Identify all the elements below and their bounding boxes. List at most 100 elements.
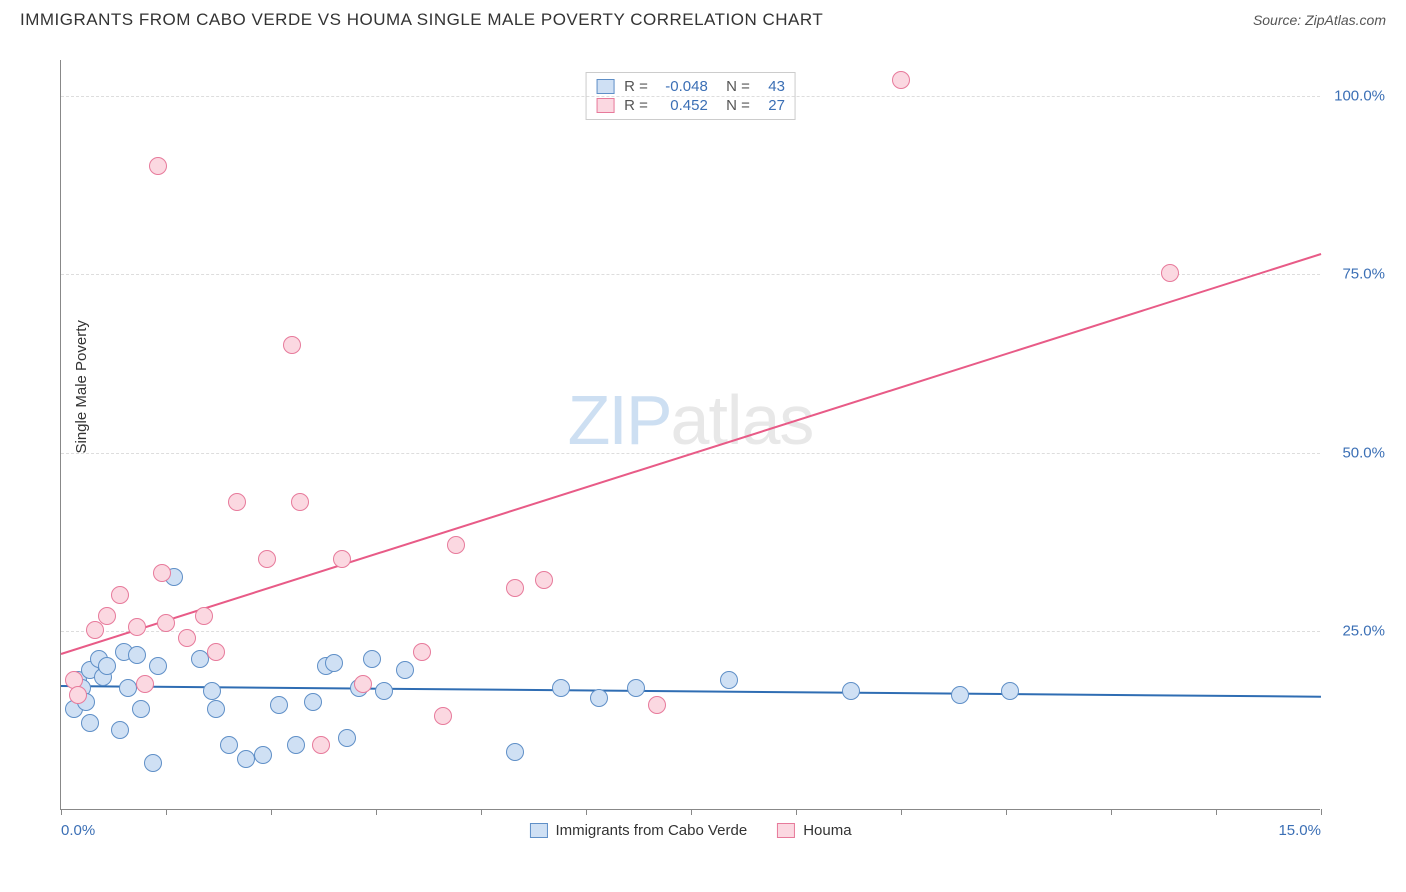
scatter-point — [506, 743, 524, 761]
gridline — [61, 631, 1320, 632]
scatter-point — [178, 629, 196, 647]
trend-line — [61, 253, 1322, 655]
trend-line — [61, 685, 1321, 698]
scatter-point — [1001, 682, 1019, 700]
scatter-point — [283, 336, 301, 354]
y-tick-label: 50.0% — [1342, 444, 1385, 461]
scatter-point — [312, 736, 330, 754]
x-tick — [481, 809, 482, 815]
scatter-point — [1161, 264, 1179, 282]
x-tick — [1006, 809, 1007, 815]
plot-area: ZIPatlas R = -0.048 N = 43 R = 0.452 N =… — [60, 60, 1320, 810]
scatter-point — [132, 700, 150, 718]
scatter-point — [304, 693, 322, 711]
scatter-point — [207, 700, 225, 718]
scatter-point — [270, 696, 288, 714]
n-label: N = — [718, 78, 750, 95]
scatter-point — [128, 646, 146, 664]
scatter-point — [153, 564, 171, 582]
header: IMMIGRANTS FROM CABO VERDE VS HOUMA SING… — [0, 0, 1406, 35]
scatter-point — [258, 550, 276, 568]
scatter-point — [648, 696, 666, 714]
scatter-point — [447, 536, 465, 554]
y-tick-label: 25.0% — [1342, 623, 1385, 640]
r-value-series1: -0.048 — [658, 78, 708, 95]
r-label: R = — [624, 78, 648, 95]
scatter-point — [535, 571, 553, 589]
gridline — [61, 96, 1320, 97]
legend-label-series1: Immigrants from Cabo Verde — [555, 822, 747, 839]
y-tick-label: 100.0% — [1334, 87, 1385, 104]
scatter-point — [325, 654, 343, 672]
x-tick — [901, 809, 902, 815]
n-label: N = — [718, 97, 750, 114]
scatter-point — [842, 682, 860, 700]
chart-container: Single Male Poverty ZIPatlas R = -0.048 … — [50, 50, 1390, 840]
scatter-point — [552, 679, 570, 697]
scatter-point — [203, 682, 221, 700]
x-tick-label-right: 15.0% — [1278, 822, 1321, 839]
legend-label-series2: Houma — [803, 822, 851, 839]
scatter-point — [111, 586, 129, 604]
swatch-series1 — [529, 823, 547, 838]
scatter-point — [128, 618, 146, 636]
x-tick — [796, 809, 797, 815]
scatter-point — [81, 714, 99, 732]
scatter-point — [220, 736, 238, 754]
x-tick — [271, 809, 272, 815]
scatter-point — [191, 650, 209, 668]
scatter-point — [363, 650, 381, 668]
r-value-series2: 0.452 — [658, 97, 708, 114]
x-tick — [166, 809, 167, 815]
scatter-point — [506, 579, 524, 597]
n-value-series1: 43 — [760, 78, 785, 95]
legend-item-series1: Immigrants from Cabo Verde — [529, 822, 747, 839]
legend-item-series2: Houma — [777, 822, 851, 839]
scatter-point — [237, 750, 255, 768]
chart-title: IMMIGRANTS FROM CABO VERDE VS HOUMA SING… — [20, 10, 823, 30]
x-tick — [1216, 809, 1217, 815]
scatter-point — [413, 643, 431, 661]
bottom-legend: Immigrants from Cabo Verde Houma — [529, 822, 851, 839]
scatter-point — [434, 707, 452, 725]
scatter-point — [396, 661, 414, 679]
scatter-point — [951, 686, 969, 704]
x-tick — [586, 809, 587, 815]
watermark-zip: ZIP — [568, 381, 671, 459]
x-tick-label-left: 0.0% — [61, 822, 95, 839]
scatter-point — [720, 671, 738, 689]
scatter-point — [354, 675, 372, 693]
scatter-point — [333, 550, 351, 568]
x-tick — [376, 809, 377, 815]
scatter-point — [207, 643, 225, 661]
scatter-point — [86, 621, 104, 639]
source-attribution: Source: ZipAtlas.com — [1253, 12, 1386, 28]
scatter-point — [119, 679, 137, 697]
scatter-point — [98, 607, 116, 625]
scatter-point — [590, 689, 608, 707]
scatter-point — [98, 657, 116, 675]
x-tick — [691, 809, 692, 815]
scatter-point — [375, 682, 393, 700]
x-tick — [61, 809, 62, 815]
stats-row-series1: R = -0.048 N = 43 — [596, 77, 785, 96]
stats-row-series2: R = 0.452 N = 27 — [596, 96, 785, 115]
scatter-point — [287, 736, 305, 754]
scatter-point — [69, 686, 87, 704]
scatter-point — [228, 493, 246, 511]
x-tick — [1321, 809, 1322, 815]
swatch-series2 — [596, 98, 614, 113]
scatter-point — [291, 493, 309, 511]
scatter-point — [892, 71, 910, 89]
scatter-point — [254, 746, 272, 764]
watermark-atlas: atlas — [671, 381, 814, 459]
scatter-point — [157, 614, 175, 632]
r-label: R = — [624, 97, 648, 114]
scatter-point — [149, 157, 167, 175]
swatch-series2 — [777, 823, 795, 838]
x-tick — [1111, 809, 1112, 815]
gridline — [61, 274, 1320, 275]
watermark: ZIPatlas — [568, 380, 814, 460]
scatter-point — [195, 607, 213, 625]
scatter-point — [136, 675, 154, 693]
